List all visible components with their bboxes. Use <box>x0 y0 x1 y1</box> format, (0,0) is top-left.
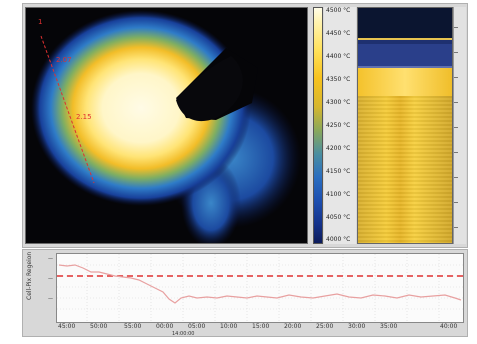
x-tick: 20:00 <box>284 323 302 330</box>
x-axis-date-label: 14:00:00 <box>172 331 195 337</box>
scale-label: 4100 °C <box>326 191 351 198</box>
x-tick: 10:00 <box>220 323 238 330</box>
thermal-image[interactable]: 1 2.07 2.15 <box>25 7 308 244</box>
scale-label: 4200 °C <box>326 145 351 152</box>
y-axis-label: Cell-Pix Regeion <box>26 251 33 300</box>
scale-label: 4000 °C <box>326 236 351 243</box>
x-tick: 05:00 <box>188 323 206 330</box>
history-time-axis <box>453 7 466 244</box>
x-tick: 55:00 <box>124 323 142 330</box>
x-tick: 45:00 <box>58 323 76 330</box>
x-tick: 15:00 <box>252 323 270 330</box>
trend-chart <box>57 254 463 322</box>
trend-plot-area[interactable] <box>56 253 464 323</box>
marker-label: 1 <box>38 18 43 26</box>
line-profile-history[interactable] <box>357 7 453 244</box>
x-tick: 35:00 <box>380 323 398 330</box>
x-tick: 30:00 <box>348 323 366 330</box>
scale-label: 4150 °C <box>326 168 351 175</box>
x-tick: 00:00 <box>156 323 174 330</box>
scale-label: 4300 °C <box>326 99 351 106</box>
scale-label: 4050 °C <box>326 214 351 221</box>
marker-label: 2.07 <box>56 56 72 64</box>
scale-label: 4250 °C <box>326 122 351 129</box>
scale-label: 4350 °C <box>326 76 351 83</box>
scale-label: 4500 °C <box>326 7 351 14</box>
color-scale-bar <box>313 7 323 244</box>
scale-label: 4450 °C <box>326 30 351 37</box>
color-scale-labels: 4500 °C 4450 °C 4400 °C 4350 °C 4300 °C … <box>324 7 356 244</box>
thermal-heatmap <box>31 10 301 243</box>
trend-line <box>58 264 462 304</box>
x-tick: 40:00 <box>440 323 458 330</box>
x-tick: 25:00 <box>316 323 334 330</box>
marker-label: 2.15 <box>76 113 92 121</box>
x-tick: 50:00 <box>90 323 108 330</box>
scale-label: 4400 °C <box>326 53 351 60</box>
